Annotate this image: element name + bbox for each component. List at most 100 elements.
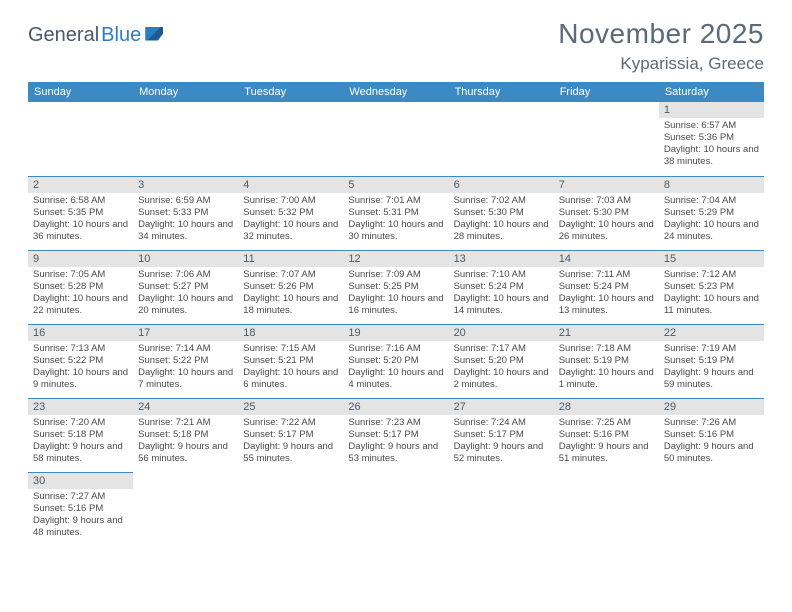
calendar-day: 11Sunrise: 7:07 AMSunset: 5:26 PMDayligh… bbox=[238, 250, 343, 324]
daylight-text: Daylight: 10 hours and 32 minutes. bbox=[243, 219, 338, 243]
sunset-text: Sunset: 5:31 PM bbox=[348, 207, 443, 219]
sunrise-text: Sunrise: 7:24 AM bbox=[454, 417, 549, 429]
day-info: Sunrise: 7:06 AMSunset: 5:27 PMDaylight:… bbox=[133, 267, 238, 321]
calendar-day-empty: . bbox=[343, 102, 448, 176]
sunrise-text: Sunrise: 7:25 AM bbox=[559, 417, 654, 429]
sunrise-text: Sunrise: 7:12 AM bbox=[664, 269, 759, 281]
day-info: Sunrise: 7:25 AMSunset: 5:16 PMDaylight:… bbox=[554, 415, 659, 469]
day-number: 5 bbox=[343, 176, 448, 193]
month-title: November 2025 bbox=[558, 18, 764, 50]
calendar-day-empty: . bbox=[659, 472, 764, 546]
calendar-day: 19Sunrise: 7:16 AMSunset: 5:20 PMDayligh… bbox=[343, 324, 448, 398]
sunrise-text: Sunrise: 7:02 AM bbox=[454, 195, 549, 207]
sunset-text: Sunset: 5:17 PM bbox=[454, 429, 549, 441]
day-number: 20 bbox=[449, 324, 554, 341]
calendar-day-empty: . bbox=[449, 472, 554, 546]
logo-text-2: Blue bbox=[101, 24, 141, 47]
daylight-text: Daylight: 9 hours and 55 minutes. bbox=[243, 441, 338, 465]
daylight-text: Daylight: 10 hours and 22 minutes. bbox=[33, 293, 128, 317]
sunrise-text: Sunrise: 7:01 AM bbox=[348, 195, 443, 207]
day-info: Sunrise: 6:59 AMSunset: 5:33 PMDaylight:… bbox=[133, 193, 238, 247]
sunrise-text: Sunrise: 7:16 AM bbox=[348, 343, 443, 355]
day-info: Sunrise: 6:57 AMSunset: 5:36 PMDaylight:… bbox=[659, 118, 764, 172]
day-info: Sunrise: 6:58 AMSunset: 5:35 PMDaylight:… bbox=[28, 193, 133, 247]
sunset-text: Sunset: 5:19 PM bbox=[664, 355, 759, 367]
sunset-text: Sunset: 5:25 PM bbox=[348, 281, 443, 293]
day-info: Sunrise: 7:13 AMSunset: 5:22 PMDaylight:… bbox=[28, 341, 133, 395]
day-info: Sunrise: 7:22 AMSunset: 5:17 PMDaylight:… bbox=[238, 415, 343, 469]
daylight-text: Daylight: 10 hours and 24 minutes. bbox=[664, 219, 759, 243]
sunset-text: Sunset: 5:16 PM bbox=[559, 429, 654, 441]
daylight-text: Daylight: 10 hours and 30 minutes. bbox=[348, 219, 443, 243]
calendar-day: 26Sunrise: 7:23 AMSunset: 5:17 PMDayligh… bbox=[343, 398, 448, 472]
sunrise-text: Sunrise: 7:21 AM bbox=[138, 417, 233, 429]
calendar-day-empty: . bbox=[28, 102, 133, 176]
calendar-day-empty: . bbox=[133, 472, 238, 546]
day-info: Sunrise: 7:04 AMSunset: 5:29 PMDaylight:… bbox=[659, 193, 764, 247]
daylight-text: Daylight: 9 hours and 48 minutes. bbox=[33, 515, 128, 539]
day-header: Friday bbox=[554, 82, 659, 102]
sunset-text: Sunset: 5:30 PM bbox=[454, 207, 549, 219]
calendar-day: 10Sunrise: 7:06 AMSunset: 5:27 PMDayligh… bbox=[133, 250, 238, 324]
sunrise-text: Sunrise: 7:14 AM bbox=[138, 343, 233, 355]
day-info: Sunrise: 7:01 AMSunset: 5:31 PMDaylight:… bbox=[343, 193, 448, 247]
day-number: 3 bbox=[133, 176, 238, 193]
day-info: Sunrise: 7:15 AMSunset: 5:21 PMDaylight:… bbox=[238, 341, 343, 395]
sunrise-text: Sunrise: 7:13 AM bbox=[33, 343, 128, 355]
sunset-text: Sunset: 5:27 PM bbox=[138, 281, 233, 293]
sunset-text: Sunset: 5:28 PM bbox=[33, 281, 128, 293]
daylight-text: Daylight: 10 hours and 34 minutes. bbox=[138, 219, 233, 243]
calendar-day: 8Sunrise: 7:04 AMSunset: 5:29 PMDaylight… bbox=[659, 176, 764, 250]
day-info: Sunrise: 7:14 AMSunset: 5:22 PMDaylight:… bbox=[133, 341, 238, 395]
sunrise-text: Sunrise: 7:03 AM bbox=[559, 195, 654, 207]
calendar-day: 15Sunrise: 7:12 AMSunset: 5:23 PMDayligh… bbox=[659, 250, 764, 324]
calendar-day-empty: . bbox=[343, 472, 448, 546]
calendar-day: 17Sunrise: 7:14 AMSunset: 5:22 PMDayligh… bbox=[133, 324, 238, 398]
sunset-text: Sunset: 5:18 PM bbox=[138, 429, 233, 441]
calendar-day: 12Sunrise: 7:09 AMSunset: 5:25 PMDayligh… bbox=[343, 250, 448, 324]
daylight-text: Daylight: 9 hours and 52 minutes. bbox=[454, 441, 549, 465]
sunrise-text: Sunrise: 7:05 AM bbox=[33, 269, 128, 281]
calendar-day: 23Sunrise: 7:20 AMSunset: 5:18 PMDayligh… bbox=[28, 398, 133, 472]
daylight-text: Daylight: 10 hours and 7 minutes. bbox=[138, 367, 233, 391]
calendar-day-empty: . bbox=[554, 472, 659, 546]
calendar-week: 9 Sunrise: 7:05 AMSunset: 5:28 PMDaylight… bbox=[28, 250, 764, 324]
daylight-text: Daylight: 9 hours and 59 minutes. bbox=[664, 367, 759, 391]
sunset-text: Sunset: 5:16 PM bbox=[33, 503, 128, 515]
sunrise-text: Sunrise: 7:11 AM bbox=[559, 269, 654, 281]
calendar-head: SundayMondayTuesdayWednesdayThursdayFrid… bbox=[28, 82, 764, 102]
calendar-day: 16Sunrise: 7:13 AMSunset: 5:22 PMDayligh… bbox=[28, 324, 133, 398]
sunrise-text: Sunrise: 7:00 AM bbox=[243, 195, 338, 207]
sunrise-text: Sunrise: 7:09 AM bbox=[348, 269, 443, 281]
day-number: 9 bbox=[28, 250, 133, 267]
sunrise-text: Sunrise: 7:26 AM bbox=[664, 417, 759, 429]
daylight-text: Daylight: 10 hours and 28 minutes. bbox=[454, 219, 549, 243]
daylight-text: Daylight: 10 hours and 2 minutes. bbox=[454, 367, 549, 391]
sunset-text: Sunset: 5:24 PM bbox=[559, 281, 654, 293]
calendar-day: 9 Sunrise: 7:05 AMSunset: 5:28 PMDaylight… bbox=[28, 250, 133, 324]
sunrise-text: Sunrise: 6:57 AM bbox=[664, 120, 759, 132]
sunset-text: Sunset: 5:16 PM bbox=[664, 429, 759, 441]
calendar-day: 24Sunrise: 7:21 AMSunset: 5:18 PMDayligh… bbox=[133, 398, 238, 472]
day-info: Sunrise: 7:20 AMSunset: 5:18 PMDaylight:… bbox=[28, 415, 133, 469]
day-info: Sunrise: 7:11 AMSunset: 5:24 PMDaylight:… bbox=[554, 267, 659, 321]
sunset-text: Sunset: 5:30 PM bbox=[559, 207, 654, 219]
calendar-day: 27Sunrise: 7:24 AMSunset: 5:17 PMDayligh… bbox=[449, 398, 554, 472]
calendar-week: 2Sunrise: 6:58 AMSunset: 5:35 PMDaylight… bbox=[28, 176, 764, 250]
calendar-day: 22Sunrise: 7:19 AMSunset: 5:19 PMDayligh… bbox=[659, 324, 764, 398]
day-header: Sunday bbox=[28, 82, 133, 102]
day-info: Sunrise: 7:07 AMSunset: 5:26 PMDaylight:… bbox=[238, 267, 343, 321]
sunrise-text: Sunrise: 7:23 AM bbox=[348, 417, 443, 429]
day-info: Sunrise: 7:24 AMSunset: 5:17 PMDaylight:… bbox=[449, 415, 554, 469]
sunrise-text: Sunrise: 6:59 AM bbox=[138, 195, 233, 207]
day-number: 17 bbox=[133, 324, 238, 341]
calendar-table: SundayMondayTuesdayWednesdayThursdayFrid… bbox=[28, 82, 764, 546]
day-number: 23 bbox=[28, 398, 133, 415]
day-header: Thursday bbox=[449, 82, 554, 102]
day-info: Sunrise: 7:23 AMSunset: 5:17 PMDaylight:… bbox=[343, 415, 448, 469]
day-header: Tuesday bbox=[238, 82, 343, 102]
day-number: 18 bbox=[238, 324, 343, 341]
sunrise-text: Sunrise: 7:07 AM bbox=[243, 269, 338, 281]
day-number: 1 bbox=[659, 102, 764, 118]
day-info: Sunrise: 7:02 AMSunset: 5:30 PMDaylight:… bbox=[449, 193, 554, 247]
